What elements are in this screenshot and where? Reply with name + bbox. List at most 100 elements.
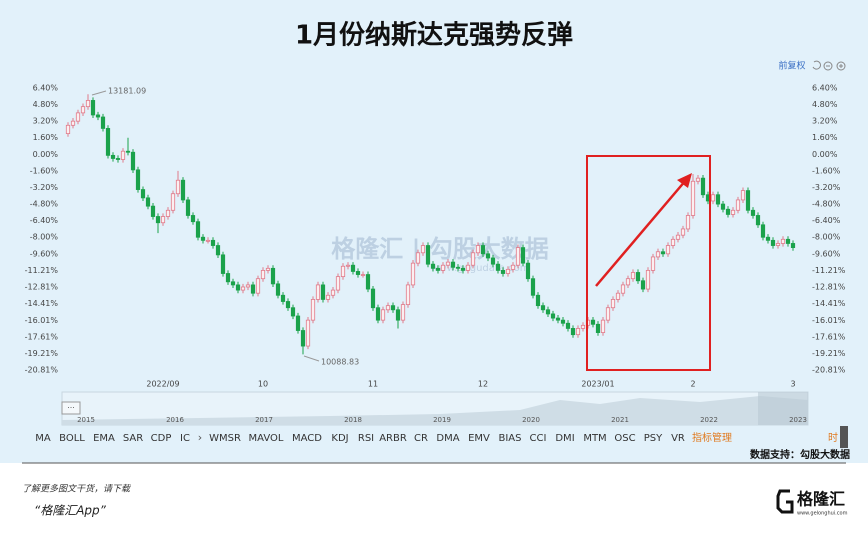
indicator-tab[interactable]: MACD — [292, 433, 322, 444]
candle-body — [305, 319, 311, 347]
indicator-tab[interactable]: CR — [414, 433, 428, 444]
x-tick-label: 2 — [690, 380, 695, 389]
candle-body — [150, 205, 156, 217]
watermark-text: 格隆汇 | 勾股大数据 — [331, 235, 548, 263]
candle-body — [450, 261, 456, 268]
indicator-tab[interactable]: EMV — [468, 433, 490, 444]
y2-tick-label: -19.21% — [812, 349, 846, 358]
candle-body — [715, 194, 721, 205]
zoom-in-icon[interactable] — [836, 61, 846, 71]
highlight-box — [586, 155, 711, 371]
candle-body — [660, 251, 666, 255]
candle-body — [685, 215, 691, 230]
candle-body — [510, 264, 516, 270]
candle-body — [680, 228, 686, 236]
y-tick-label: 3.20% — [33, 117, 59, 126]
indicator-tab[interactable]: BIAS — [499, 433, 522, 444]
indicator-tab[interactable]: CDP — [151, 433, 172, 444]
indicator-tab[interactable]: MTM — [583, 433, 606, 444]
candle-body — [360, 274, 366, 276]
candle-body — [495, 263, 501, 271]
indicator-tab[interactable]: OSC — [614, 433, 635, 444]
candle-body — [520, 247, 526, 264]
zoom-out-icon[interactable] — [823, 61, 833, 71]
indicator-tab[interactable]: MA — [35, 433, 51, 444]
indicator-tab[interactable]: DMI — [555, 433, 574, 444]
candle-body — [430, 263, 436, 269]
time-tab[interactable]: 时 — [828, 432, 838, 444]
candle-body — [500, 270, 506, 274]
indicator-tab[interactable]: DMA — [436, 433, 459, 444]
candle-body — [675, 234, 681, 240]
navigator-selection[interactable] — [758, 392, 808, 425]
indicator-tab[interactable]: WMSR — [209, 433, 241, 444]
candle-body — [165, 209, 171, 217]
y-tick-label: -9.60% — [30, 249, 59, 258]
candle-body — [515, 247, 521, 266]
navigator-year: 2022 — [700, 416, 718, 424]
indicator-manage[interactable]: 指标管理 — [692, 431, 732, 444]
navigator-year: 2017 — [255, 416, 273, 424]
candle-body — [435, 267, 441, 271]
indicator-tab[interactable]: ARBR — [379, 433, 407, 444]
indicator-tab[interactable]: SAR — [123, 433, 143, 444]
indicator-tab[interactable]: VR — [671, 433, 685, 444]
candle-body — [330, 289, 336, 296]
candle-body — [415, 252, 421, 264]
indicator-tab[interactable]: CCI — [530, 433, 547, 444]
indicator-tab[interactable]: EMA — [93, 433, 115, 444]
y2-tick-label: -3.20% — [812, 183, 841, 192]
candle-body — [295, 315, 301, 331]
candle-body — [220, 254, 226, 274]
candle-body — [100, 116, 106, 129]
candle-body — [365, 274, 371, 290]
adjust-button[interactable]: 前复权 — [778, 60, 805, 72]
candle-body — [690, 180, 696, 216]
candle-body — [625, 278, 631, 286]
candle-body — [400, 304, 406, 321]
more-icon[interactable]: › — [198, 431, 202, 444]
indicator-tab[interactable]: KDJ — [331, 433, 348, 444]
candle-body — [255, 278, 261, 294]
y-tick-label: -16.01% — [25, 316, 59, 325]
indicator-tab[interactable]: IC — [180, 433, 190, 444]
arrow-head — [677, 173, 692, 188]
candle-body — [710, 194, 716, 202]
candle-body — [750, 209, 756, 216]
indicator-tab[interactable]: BOLL — [59, 433, 85, 444]
chart-background — [0, 0, 868, 463]
candle-body — [270, 267, 276, 285]
candle-body — [760, 224, 766, 238]
candle-body — [565, 322, 571, 329]
candle-body — [550, 313, 556, 319]
candle-body — [250, 284, 256, 294]
navigator-handle[interactable] — [61, 401, 81, 415]
y2-tick-label: -1.60% — [812, 166, 841, 175]
indicator-tab[interactable]: MAVOL — [249, 433, 284, 444]
candle-body — [470, 252, 476, 266]
candle-body — [640, 280, 646, 290]
watermark-url: www.gogudata.com — [430, 263, 529, 274]
candle-body — [370, 288, 376, 309]
candle-body — [275, 283, 281, 296]
candle-body — [180, 179, 186, 201]
candle-body — [670, 238, 676, 246]
indicator-tab[interactable]: PSY — [644, 433, 663, 444]
candle-body — [145, 197, 151, 207]
candle-body — [655, 251, 661, 258]
zoom-controls — [812, 60, 846, 71]
y-tick-label: 6.40% — [33, 84, 59, 93]
candle-body — [380, 309, 386, 321]
candle-body — [785, 238, 791, 244]
candle-body — [485, 253, 491, 259]
y2-tick-label: -16.01% — [812, 316, 846, 325]
candle-body — [580, 324, 586, 329]
reset-icon[interactable] — [812, 60, 821, 70]
candle-body — [200, 236, 206, 241]
y-tick-label: 1.60% — [33, 133, 59, 142]
indicator-tab[interactable]: RSI — [358, 433, 374, 444]
y2-tick-label: -14.41% — [812, 299, 846, 308]
x-tick-label: 2023/01 — [581, 380, 614, 389]
candle-body — [195, 221, 201, 238]
